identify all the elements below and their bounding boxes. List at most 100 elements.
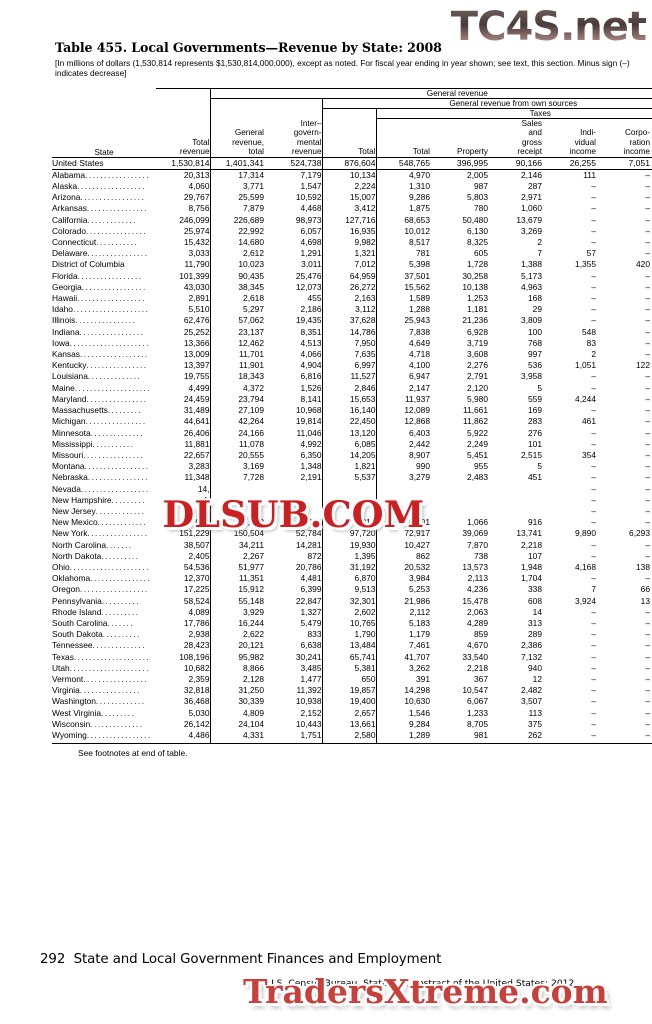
cell-value: 20,313 bbox=[183, 169, 210, 180]
cell-value bbox=[264, 506, 322, 517]
cell-value: 7,728 bbox=[209, 472, 264, 484]
cell-value: 10,592 bbox=[295, 192, 322, 203]
cell-value: 1,704 bbox=[521, 573, 542, 584]
cell-value: 1,355 bbox=[575, 259, 596, 270]
col-header-individual-l1: Indi- bbox=[580, 128, 596, 138]
cell-value: 39,069 bbox=[462, 528, 488, 539]
cell-state-name: Maine .................... bbox=[52, 382, 152, 393]
cell-value: 4,289 bbox=[467, 617, 488, 628]
cell-value: 2,163 bbox=[321, 293, 376, 305]
cell-value: 5 bbox=[537, 382, 542, 393]
cell-value: 3,269 bbox=[521, 225, 542, 236]
cell-value: 15,912 bbox=[209, 584, 264, 596]
cell-value: 6,816 bbox=[300, 371, 322, 382]
table-row: California ............. 246,099 226,689 98… bbox=[52, 214, 652, 226]
table-row: South Dakota .......... 2,938 2,622 833 1,79… bbox=[52, 629, 652, 641]
cell-value: 21,236 bbox=[462, 315, 488, 326]
cell-value bbox=[321, 494, 376, 506]
table-row: District of Columbia 11,790 10,023 3,011 7,… bbox=[52, 259, 652, 271]
cell-value: – bbox=[591, 573, 596, 584]
cell-value: 2,442 bbox=[375, 438, 430, 450]
leader-dots: ................. bbox=[86, 730, 152, 740]
cell-value: 559 bbox=[528, 393, 542, 404]
cell-state-name: Utah ..................... bbox=[52, 662, 150, 673]
cell-value: 33,540 bbox=[462, 651, 488, 662]
cell-value: – bbox=[591, 270, 596, 281]
cell-state-name: California ............. bbox=[52, 214, 138, 225]
cell-value: 2,146 bbox=[521, 169, 542, 180]
table-row: Utah ..................... 10,682 8,866 3,4… bbox=[52, 662, 652, 674]
cell-value: – bbox=[645, 270, 650, 281]
cell-value: 4,904 bbox=[300, 360, 322, 371]
source-line: U.S. Census Bureau, Statistical Abstract… bbox=[267, 978, 575, 989]
cell-value: 1,477 bbox=[300, 673, 322, 684]
cell-value: 11,046 bbox=[296, 427, 322, 438]
cell-value: 4,486 bbox=[188, 729, 210, 740]
cell-value: 768 bbox=[528, 337, 542, 348]
cell-value: 6,293 bbox=[629, 528, 650, 539]
cell-state-name: United States bbox=[52, 156, 156, 170]
cell-value: – bbox=[591, 505, 596, 516]
cell-value: – bbox=[645, 640, 650, 651]
cell-value: 780 bbox=[474, 203, 488, 214]
table-row: Idaho .................... 5,510 5,297 2,18… bbox=[52, 304, 652, 316]
cell-state-name: Kentucky ................ bbox=[52, 360, 148, 371]
cell-value: 2,622 bbox=[209, 629, 264, 641]
leader-dots: ................. bbox=[83, 674, 149, 684]
cell-value: 31,250 bbox=[209, 685, 264, 697]
cell-value: 2,482 bbox=[521, 685, 542, 696]
cell-value: – bbox=[645, 729, 650, 740]
cell-value bbox=[321, 505, 376, 518]
cell-value: 2,218 bbox=[467, 662, 488, 673]
cell-value: 2,971 bbox=[521, 192, 542, 203]
table-row: Massachusetts ......... 31,489 27,109 10,96… bbox=[52, 405, 652, 417]
cell-value: 7,950 bbox=[321, 337, 376, 350]
table-row: Indiana ................. 25,252 23,137 8,3… bbox=[52, 326, 652, 338]
cell-value: 1,751 bbox=[300, 729, 322, 740]
cell-value: 6,928 bbox=[467, 326, 488, 337]
cell-value: 50,480 bbox=[462, 214, 488, 225]
cell-value: 8,141 bbox=[300, 393, 322, 404]
cell-value: 2,101 bbox=[375, 517, 430, 529]
cell-value: 1,066 bbox=[467, 517, 488, 528]
cell-value: 9,286 bbox=[375, 192, 430, 204]
leader-dots: ................ bbox=[87, 473, 150, 483]
cell-value: 9,513 bbox=[321, 584, 376, 596]
table-row: New Jersey .............43,––348 bbox=[52, 505, 652, 518]
cell-value: – bbox=[645, 606, 650, 617]
cell-value: – bbox=[591, 483, 596, 494]
cell-value: 3,283 bbox=[188, 461, 210, 472]
cell-value: 13,366 bbox=[183, 337, 210, 348]
cell-value: 16,244 bbox=[209, 617, 264, 630]
cell-value: 2,112 bbox=[375, 606, 430, 618]
cell-value: 1,060 bbox=[521, 203, 542, 214]
cell-value: 7,461 bbox=[375, 640, 430, 652]
cell-value: 95,982 bbox=[209, 651, 264, 663]
cell-value: 6,350 bbox=[300, 449, 322, 460]
cell-value: 113 bbox=[528, 707, 542, 718]
cell-value: 8,907 bbox=[375, 449, 430, 462]
cell-value: 2,113 bbox=[467, 573, 488, 584]
table-row: Wisconsin .............. 26,142 24,104 10,4… bbox=[52, 718, 652, 730]
cell-value: 6,403 bbox=[375, 427, 430, 439]
cell-value: 6,638 bbox=[300, 640, 322, 651]
cell-value: 4,244 bbox=[575, 393, 596, 404]
cell-value: 138 bbox=[636, 561, 650, 572]
cell-value: 11,881 bbox=[184, 438, 210, 449]
cell-value: – bbox=[645, 304, 650, 315]
cell-value: – bbox=[645, 214, 650, 225]
table-row: Alabama ................. 20,313 17,314 7,1… bbox=[52, 169, 652, 182]
cell-value: 5,803 bbox=[467, 192, 488, 203]
spanner-own-sources: General revenue from own sources bbox=[321, 98, 652, 109]
cell-value: 3,608 bbox=[467, 349, 488, 360]
cell-value: 2,602 bbox=[321, 606, 376, 618]
leader-dots: ..................... bbox=[69, 338, 150, 348]
cell-value: – bbox=[645, 293, 650, 304]
cell-value: 11,901 bbox=[209, 360, 264, 372]
leader-dots: ............. bbox=[95, 697, 146, 707]
cell-value: – bbox=[645, 550, 650, 561]
cell-value: 9,284 bbox=[375, 718, 430, 730]
cell-value: 26,142 bbox=[183, 718, 210, 729]
cell-state-name: Nebraska ................ bbox=[52, 472, 150, 483]
cell-value: 24,166 bbox=[209, 427, 264, 439]
